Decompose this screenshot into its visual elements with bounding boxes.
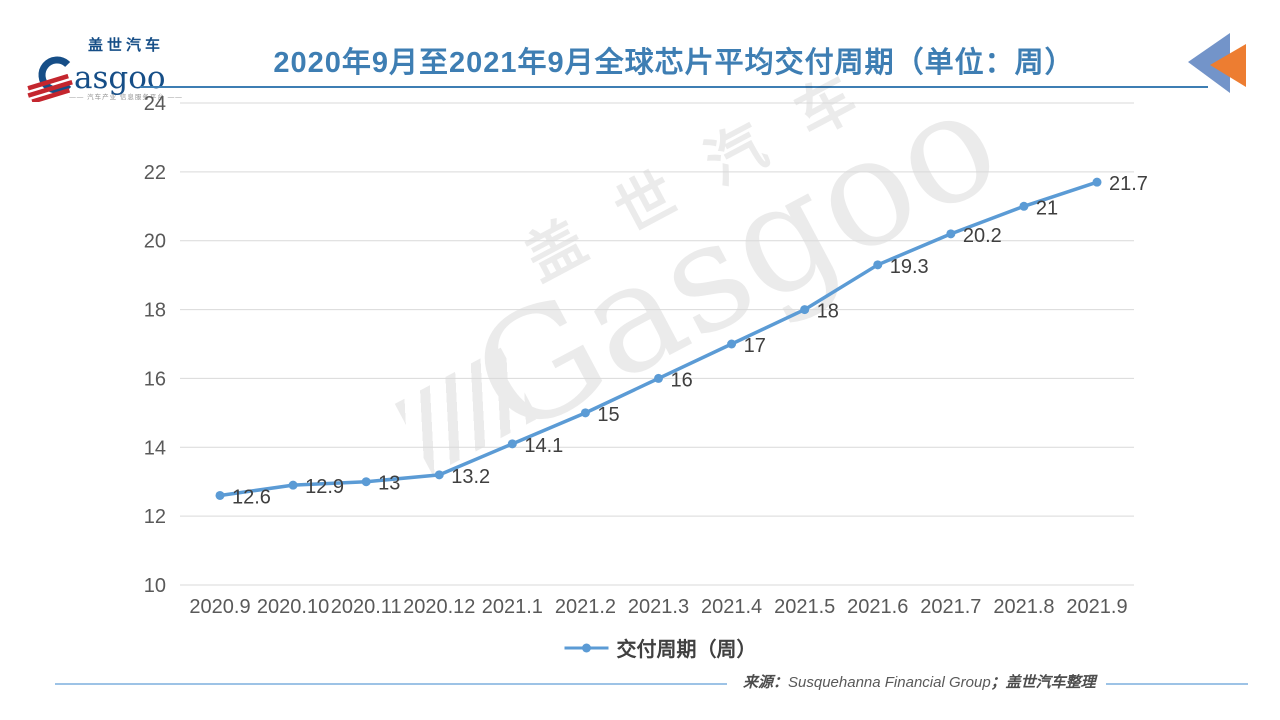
data-point-label: 14.1 (524, 435, 563, 457)
double-left-triangles-icon (1188, 33, 1246, 93)
footer-divider-right (1106, 683, 1248, 685)
data-point-marker (1019, 201, 1029, 211)
data-point-marker (873, 260, 883, 270)
source-prefix: 来源： (743, 674, 789, 691)
chart-legend: 交付周期（周） (564, 633, 757, 662)
data-point-marker (434, 470, 444, 480)
source-en: Susquehanna Financial Group (788, 674, 991, 691)
data-point-marker (800, 305, 810, 315)
logo-cn-text: 盖世汽车 (88, 36, 164, 54)
x-tick-label: 2021.2 (555, 596, 616, 618)
data-point-label: 18 (817, 301, 839, 323)
x-tick-label: 2020.10 (257, 596, 329, 618)
legend-label: 交付周期（周） (616, 639, 757, 661)
y-tick-label: 10 (144, 575, 166, 597)
data-point-label: 15 (597, 404, 619, 426)
data-point-label: 13.2 (451, 466, 490, 488)
data-point-marker (215, 490, 225, 500)
x-tick-label: 2021.7 (920, 596, 981, 618)
x-tick-label: 2021.1 (482, 596, 543, 618)
data-point-label: 17 (744, 335, 766, 357)
data-point-label: 13 (378, 473, 400, 495)
y-tick-label: 14 (144, 437, 166, 459)
page-title: 2020年9月至2021年9月全球芯片平均交付周期（单位：周） (273, 47, 1075, 79)
y-tick-label: 12 (144, 506, 166, 528)
data-point-marker (507, 439, 517, 449)
y-tick-label: 16 (144, 368, 166, 390)
x-tick-label: 2020.12 (403, 596, 475, 618)
x-tick-label: 2021.5 (774, 596, 835, 618)
footer-divider-left (55, 683, 727, 685)
data-point-marker (288, 480, 298, 490)
data-point-marker (654, 373, 663, 383)
data-point-label: 20.2 (963, 225, 1002, 247)
gasgoo-logo: 盖世汽车 asgoo —— 汽车产业 信息服务平台 —— (27, 36, 182, 102)
data-point-label: 21 (1036, 197, 1058, 219)
data-point-marker (361, 477, 371, 487)
source-note: 来源：Susquehanna Financial Group；盖世汽车整理 (743, 671, 1096, 692)
y-tick-label: 20 (144, 231, 166, 253)
y-tick-label: 22 (144, 162, 166, 184)
x-tick-label: 2021.6 (847, 596, 908, 618)
data-point-marker (1092, 177, 1102, 187)
logo-en-text: asgoo (74, 60, 166, 96)
title-underline (140, 86, 1208, 88)
x-tick-label: 2021.3 (628, 596, 689, 618)
blue-left-triangle (1188, 33, 1230, 93)
data-point-marker (946, 229, 956, 239)
x-tick-label: 2021.9 (1066, 596, 1127, 618)
data-point-label: 19.3 (890, 256, 929, 278)
data-point-marker (580, 408, 590, 418)
y-tick-label: 18 (144, 300, 166, 322)
x-tick-label: 2021.8 (993, 596, 1054, 618)
x-tick-label: 2020.9 (189, 596, 250, 618)
data-point-label: 12.6 (232, 486, 271, 508)
logo-g-mark-icon (27, 56, 76, 102)
data-point-marker (727, 339, 737, 349)
source-suffix: ；盖世汽车整理 (990, 674, 1096, 691)
logo-tagline: —— 汽车产业 信息服务平台 —— (69, 92, 182, 101)
orange-left-triangle (1210, 44, 1246, 87)
data-point-label: 12.9 (305, 476, 344, 498)
legend-line-marker-icon (564, 643, 609, 652)
data-point-label: 16 (671, 369, 693, 391)
x-tick-label: 2020.11 (331, 596, 402, 618)
x-tick-label: 2021.4 (701, 596, 762, 618)
data-point-label: 21.7 (1109, 173, 1148, 195)
y-tick-label: 24 (144, 93, 166, 115)
